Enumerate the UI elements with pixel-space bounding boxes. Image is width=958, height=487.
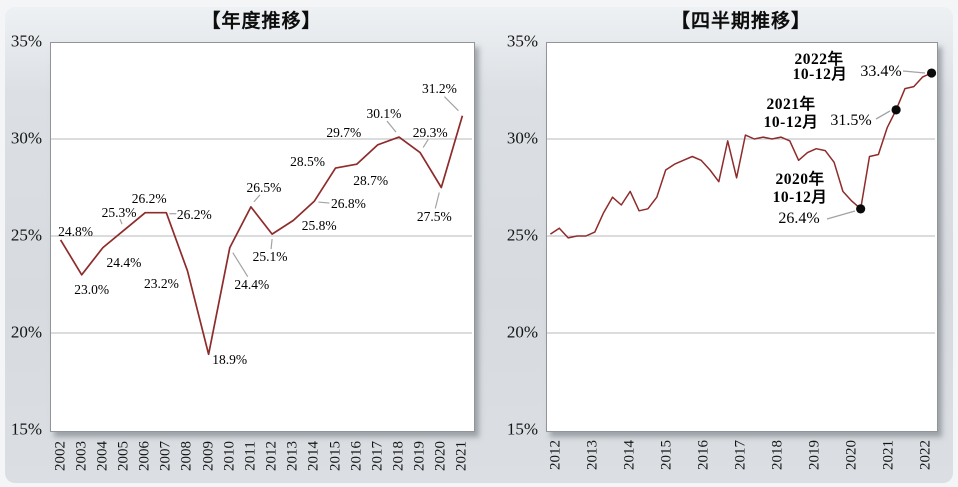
- label-leader-line: [318, 201, 330, 204]
- label-leader-line: [232, 252, 249, 277]
- annual-chart-title: 【年度推移】: [201, 11, 322, 32]
- annotation-leader-line: [902, 70, 926, 74]
- label-leader-line: [119, 218, 123, 225]
- annual-plot-area: [50, 42, 475, 432]
- quarterly-trend-line: [549, 72, 932, 239]
- highlight-marker-dot: [891, 105, 901, 115]
- quarterly-plot-area: [546, 42, 938, 432]
- annotation-leader-line: [875, 110, 891, 120]
- highlight-marker-dot: [926, 68, 937, 78]
- label-leader-line: [422, 139, 429, 148]
- highlight-marker-dot: [856, 204, 866, 214]
- label-leader-line: [444, 96, 459, 112]
- annual-trend-line: [59, 115, 464, 356]
- label-leader-line: [253, 194, 261, 203]
- label-leader-line: [434, 192, 440, 209]
- label-leader-line: [270, 239, 273, 250]
- quarterly-chart-title: 【四半期推移】: [670, 11, 811, 32]
- annotation-leader-line: [826, 210, 856, 220]
- label-leader-line: [386, 120, 397, 133]
